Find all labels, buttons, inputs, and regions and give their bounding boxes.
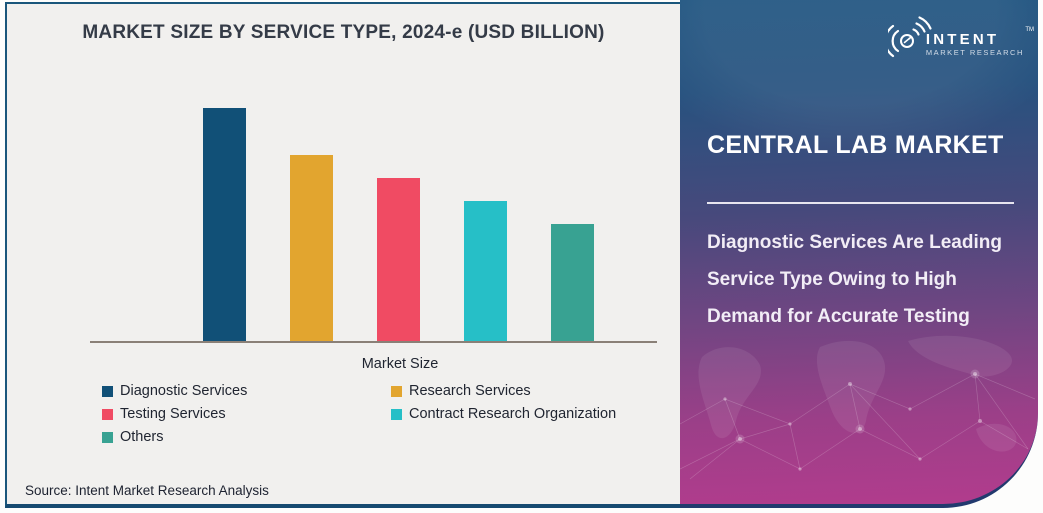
- broadcast-signal-icon: [887, 16, 932, 58]
- brand-trademark: TM: [1025, 27, 1034, 33]
- legend-swatch-testing-services: [102, 409, 113, 420]
- chart-section: MARKET SIZE BY SERVICE TYPE, 2024-e (USD…: [5, 2, 680, 508]
- legend-label: Diagnostic Services: [120, 383, 248, 399]
- brand-logo: INTENT TM MARKET RESEARCH: [887, 12, 1034, 58]
- world-map-network-decoration: [680, 335, 1036, 480]
- panel-headline: Diagnostic Services Are Leading Service …: [707, 232, 1002, 327]
- chart-title: MARKET SIZE BY SERVICE TYPE, 2024-e (USD…: [82, 22, 605, 43]
- bar-testing-services: [377, 178, 420, 341]
- legend-item-testing-services: Testing Services: [102, 407, 391, 422]
- bar-contract-research-organization: [464, 201, 507, 341]
- x-axis-label: Market Size: [361, 356, 439, 372]
- panel-title: CENTRAL LAB MARKET: [707, 131, 1004, 159]
- legend-item-research-services: Research Services: [391, 384, 616, 399]
- brand-subtitle: MARKET RESEARCH: [925, 48, 1024, 57]
- legend-label: Research Services: [409, 383, 531, 399]
- legend-label: Others: [120, 429, 164, 445]
- source-note: Source: Intent Market Research Analysis: [25, 483, 269, 498]
- insight-panel: INTENT TM MARKET RESEARCH CENTRAL LAB MA…: [680, 0, 1038, 508]
- legend-swatch-contract-research-organization: [391, 409, 402, 420]
- bar-diagnostic-services: [203, 108, 246, 341]
- legend-swatch-research-services: [391, 386, 402, 397]
- legend-swatch-others: [102, 432, 113, 443]
- legend-label: Contract Research Organization: [409, 406, 617, 422]
- brand-name: INTENT: [925, 31, 1000, 48]
- chart-legend: Diagnostic Services Research Services Test…: [102, 384, 616, 445]
- x-axis-line: [90, 341, 657, 343]
- brand-text: INTENT TM MARKET RESEARCH: [925, 27, 1034, 58]
- legend-swatch-diagnostic-services: [102, 386, 113, 397]
- bar-chart-plot: [7, 4, 680, 341]
- legend-item-others: Others: [102, 430, 391, 445]
- legend-label: Testing Services: [120, 406, 226, 422]
- bar-others: [551, 224, 594, 341]
- panel-divider: [707, 202, 1014, 204]
- legend-item-diagnostic-services: Diagnostic Services: [102, 384, 391, 399]
- bar-research-services: [290, 155, 333, 341]
- legend-item-contract-research-organization: Contract Research Organization: [391, 407, 616, 422]
